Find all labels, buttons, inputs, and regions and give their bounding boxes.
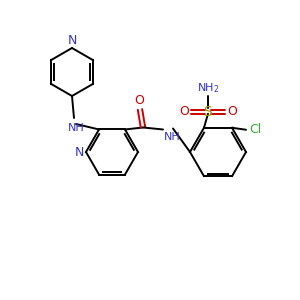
Text: N: N <box>67 34 77 47</box>
Text: NH: NH <box>164 133 181 142</box>
Text: O: O <box>227 105 237 118</box>
Text: O: O <box>134 94 144 107</box>
Text: NH$_2$: NH$_2$ <box>197 81 219 95</box>
Text: N: N <box>75 146 84 158</box>
Text: O: O <box>179 105 189 118</box>
Text: Cl: Cl <box>249 123 261 136</box>
Text: S: S <box>204 105 212 119</box>
Text: NH: NH <box>68 123 84 133</box>
